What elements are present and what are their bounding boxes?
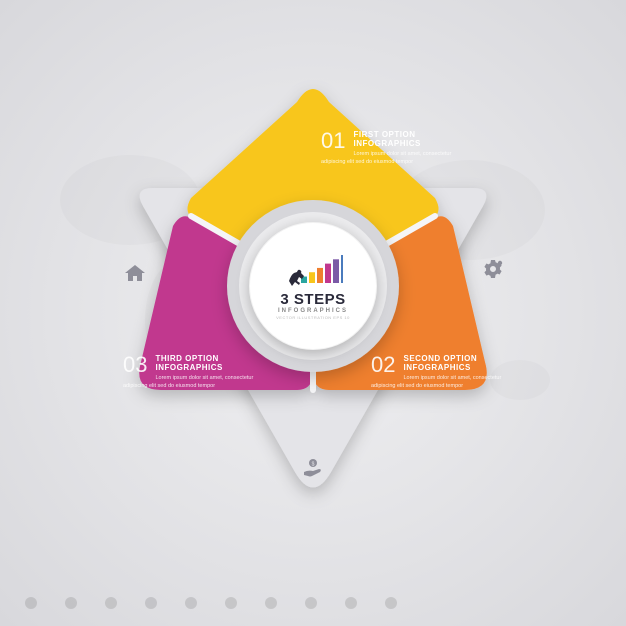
home-icon (123, 262, 147, 286)
center-chart (283, 251, 343, 287)
segment-label-1: 01FIRST OPTION INFOGRAPHICSLorem ipsum d… (321, 130, 471, 166)
center-subtitle: INFOGRAPHICS (278, 308, 348, 314)
money-hand-icon: $ (301, 456, 325, 480)
home-icon (22, 594, 40, 612)
center-badge: 3 STEPS INFOGRAPHICS VECTOR ILLUSTRATION… (249, 222, 377, 350)
center-bar (333, 260, 339, 284)
segment-body: Lorem ipsum dolor sit amet, consectetur … (371, 375, 521, 390)
people-icon (302, 594, 320, 612)
target-icon (182, 594, 200, 612)
segment-number: 01 (321, 130, 345, 152)
segment-number: 02 (371, 354, 395, 376)
center-tagline: VECTOR ILLUSTRATION EPS 10 (276, 315, 350, 320)
runner-icon (289, 270, 304, 286)
infographic-stage: 3 STEPS INFOGRAPHICS VECTOR ILLUSTRATION… (83, 58, 543, 518)
cloud-icon (342, 594, 360, 612)
gears-icon (481, 258, 505, 282)
center-title: 3 STEPS (280, 291, 345, 308)
center-bar (341, 255, 343, 283)
bullhorn-icon (222, 594, 240, 612)
segment-body: Lorem ipsum dolor sit amet, consectetur … (123, 375, 273, 390)
svg-text:$: $ (312, 461, 315, 467)
lightbulb-icon (142, 594, 160, 612)
clock-icon (382, 594, 400, 612)
center-bar (325, 264, 331, 283)
globe-icon (262, 594, 280, 612)
money-icon (102, 594, 120, 612)
footer-icon-row (22, 594, 400, 612)
segment-label-3: 03THIRD OPTION INFOGRAPHICSLorem ipsum d… (123, 354, 273, 390)
segment-label-2: 02SECOND OPTION INFOGRAPHICSLorem ipsum … (371, 354, 521, 390)
segment-body: Lorem ipsum dolor sit amet, consectetur … (321, 151, 471, 166)
segment-number: 03 (123, 354, 147, 376)
center-bar (309, 273, 315, 284)
center-bar (317, 268, 323, 283)
gears-icon (62, 594, 80, 612)
